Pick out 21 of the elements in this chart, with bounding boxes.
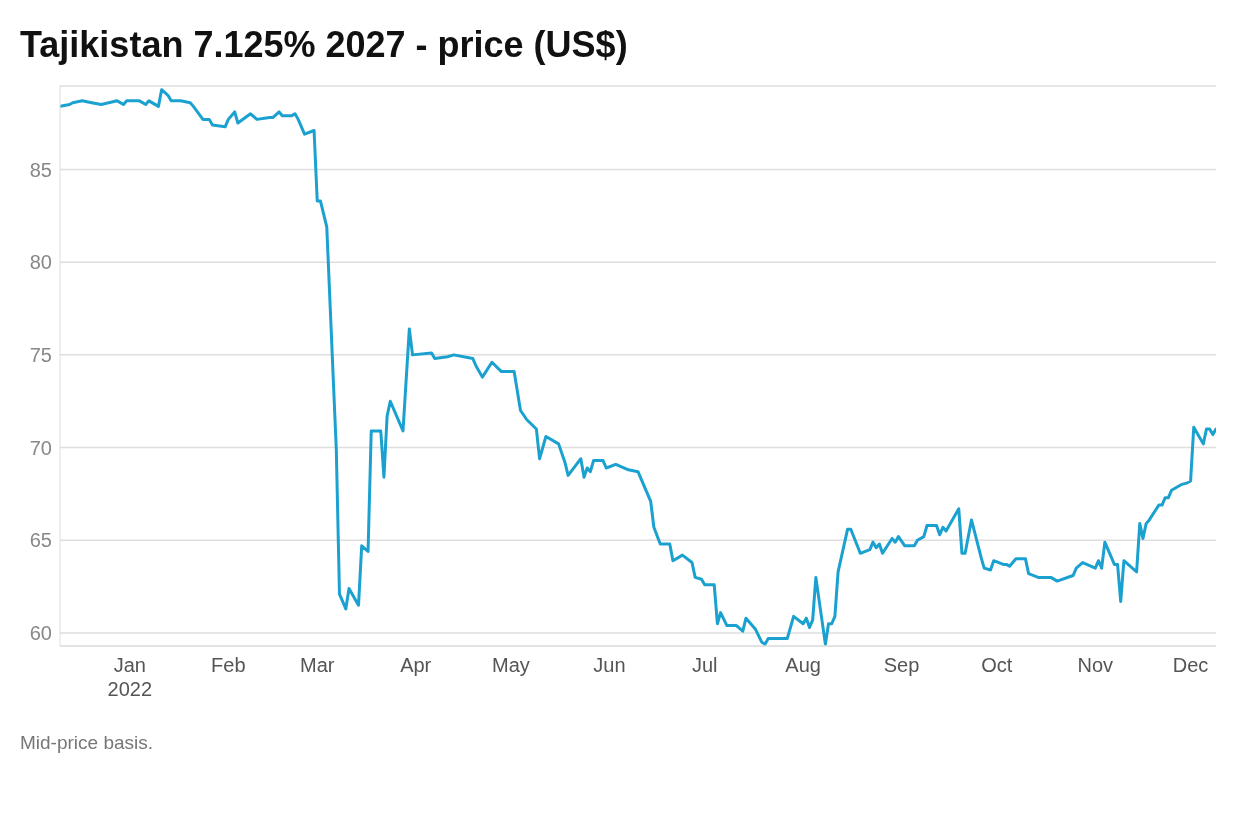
x-tick-label: Jul bbox=[691, 654, 718, 676]
x-tick-label: Sep bbox=[883, 654, 920, 676]
y-tick-label: 60 bbox=[29, 622, 52, 645]
x-tick-label: Mar bbox=[300, 654, 335, 676]
x-tick-label: Dec bbox=[1172, 654, 1209, 676]
x-tick-label: Feb bbox=[211, 654, 246, 676]
y-tick-label: 85 bbox=[29, 158, 52, 181]
y-tick-label: 80 bbox=[29, 251, 52, 274]
x-tick-label: Jun bbox=[593, 654, 626, 676]
text: Mid-price basis. bbox=[20, 732, 155, 754]
x-tick-label: Aug bbox=[785, 654, 821, 676]
line-series bbox=[60, 88, 1216, 646]
y-tick-label: 75 bbox=[29, 343, 52, 366]
x-tick-label: Nov bbox=[1077, 654, 1114, 676]
chart-title: Tajikistan 7.125% 2027 - price (US$) bbox=[19, 23, 629, 66]
x-tick-label: May bbox=[492, 654, 530, 676]
x-tick-label: Apr bbox=[400, 654, 432, 676]
y-tick-label: 65 bbox=[29, 529, 52, 552]
x-tick-label: Oct bbox=[981, 654, 1013, 676]
y-tick-label: 70 bbox=[29, 436, 52, 459]
x-tick-label: Jan 2022 bbox=[107, 654, 153, 700]
